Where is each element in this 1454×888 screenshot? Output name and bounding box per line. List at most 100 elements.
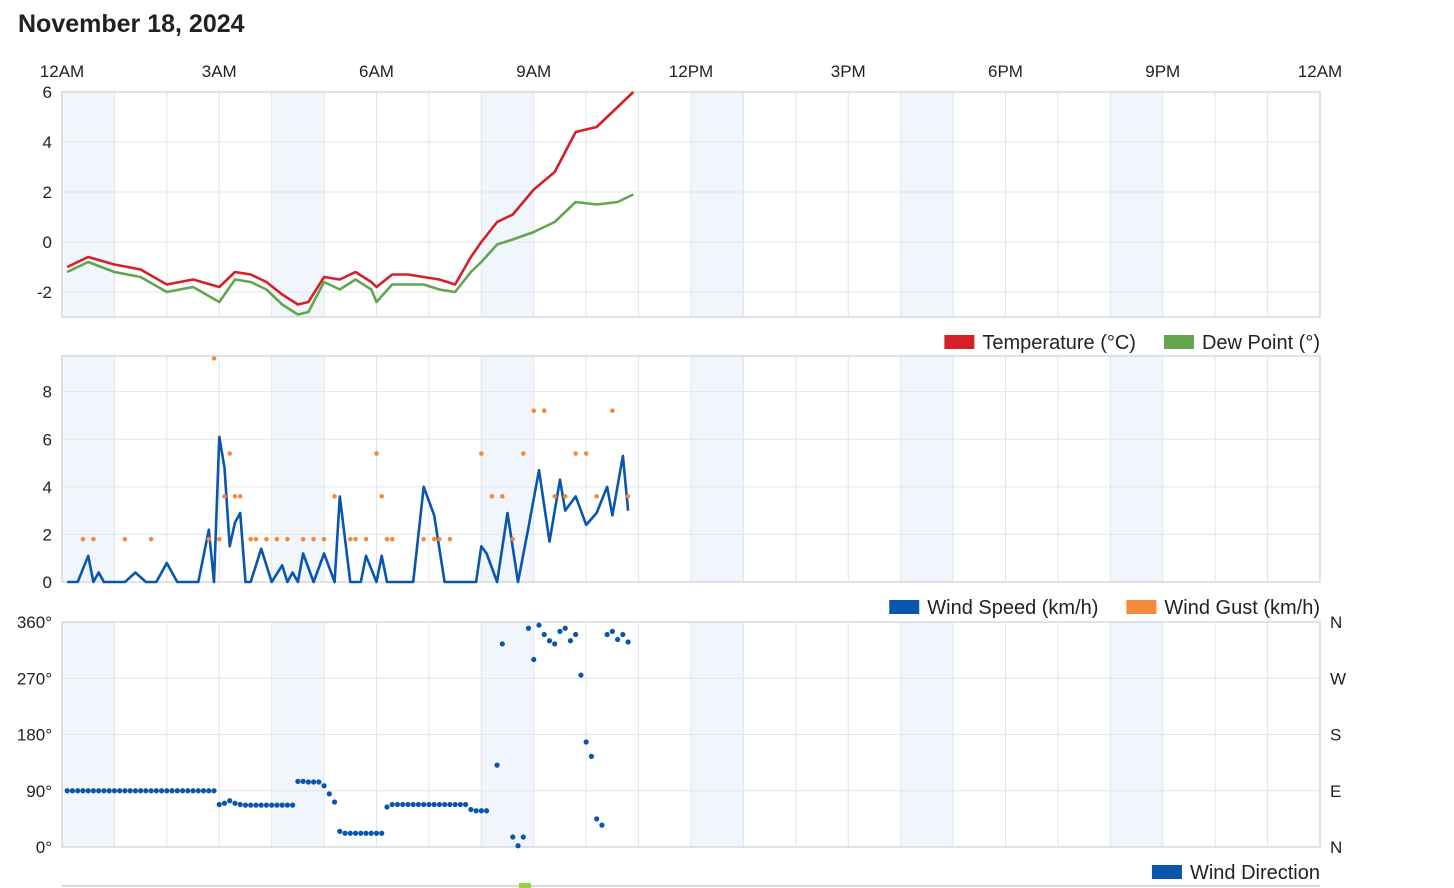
- time-band: [1110, 92, 1163, 317]
- wind-direction-point: [75, 788, 81, 794]
- wind-gust-km-h-point: [321, 536, 327, 542]
- wind-direction-point: [300, 778, 306, 784]
- wind-direction-point: [305, 779, 311, 785]
- y-tick-label: 6: [43, 83, 52, 102]
- wind-direction-point: [531, 656, 537, 663]
- plot-border: [61, 621, 1321, 848]
- wind-direction-point: [227, 798, 233, 804]
- wind-direction-point: [536, 622, 542, 628]
- wind-direction-point: [90, 788, 97, 794]
- wind-direction-point: [311, 779, 317, 785]
- wind-gust-km-h-point: [389, 536, 395, 542]
- wind-direction-point: [117, 788, 123, 794]
- wind-direction-point: [106, 788, 112, 794]
- legend-swatch: [1163, 335, 1194, 349]
- wind-direction-point: [515, 843, 521, 849]
- wind-direction-point: [237, 801, 243, 808]
- wind-direction-point: [101, 788, 107, 794]
- wind-direction-point: [478, 808, 484, 814]
- wind-gust-km-h-point: [431, 536, 437, 542]
- wind-direction-point: [132, 788, 138, 794]
- wind-direction-point: [185, 788, 191, 794]
- wind-gust-km-h-point: [253, 536, 259, 542]
- chart-panel-3: 0° 90° 180° 270° 360° N E S W N Wind Direction: [17, 613, 1346, 884]
- wind-direction-point: [594, 816, 600, 822]
- wind-direction-point: [269, 802, 275, 808]
- legend-label: Dew Point (°): [1202, 332, 1320, 354]
- wind-gust-km-h-point: [122, 536, 128, 542]
- wind-direction-point: [583, 739, 589, 745]
- wind-direction-point: [242, 802, 249, 808]
- wind-direction-point: [457, 801, 463, 808]
- wind-direction-point: [321, 783, 327, 789]
- wind-direction-point: [541, 631, 547, 638]
- wind-direction-point: [520, 834, 526, 840]
- legend-swatch: [1151, 865, 1182, 879]
- wind-direction-point: [410, 801, 416, 808]
- wind-direction-point: [174, 788, 180, 794]
- wind-direction-point: [552, 641, 558, 647]
- y-tick-label: 0: [43, 233, 52, 252]
- wind-direction-point: [143, 788, 149, 794]
- chart-panel-1: -2 0 2 4 6 12AM 3AM 6AM 9AM 12PM 3PM 6PM 9PM 12AM Dew …: [37, 62, 1342, 354]
- wind-direction-point: [394, 801, 401, 808]
- wind-gust-km-h-point: [311, 536, 316, 542]
- y-tick-label: 90°: [26, 782, 52, 801]
- wind-gust-km-h-point: [583, 451, 589, 456]
- wind-gust-km-h-point: [374, 451, 379, 456]
- legend-swatch: [944, 335, 975, 349]
- time-band: [62, 356, 115, 582]
- wind-direction-point: [562, 625, 568, 631]
- wind-direction-point: [557, 628, 563, 634]
- wind-direction-point: [436, 801, 442, 808]
- legend-label: Wind Direction: [1190, 862, 1320, 884]
- wind-direction-point: [358, 830, 364, 836]
- wind-direction-point: [153, 788, 159, 794]
- wind-gust-km-h-point: [353, 536, 358, 542]
- wind-direction-point: [368, 830, 374, 836]
- wind-gust-km-h-point: [531, 408, 537, 414]
- x-tick-label: 6PM: [988, 62, 1023, 81]
- wind-direction-point: [232, 800, 238, 806]
- wind-direction-point: [337, 828, 343, 834]
- time-band: [481, 356, 534, 582]
- wind-direction-point: [463, 801, 469, 808]
- wind-direction-point: [604, 631, 610, 638]
- legend-label: Wind Gust (km/h): [1164, 597, 1320, 619]
- time-band: [271, 356, 325, 582]
- wind-direction-point: [221, 800, 228, 806]
- wind-gust-km-h-point: [206, 536, 212, 542]
- y2-tick-label: N: [1330, 613, 1342, 632]
- next-panel-marker: [519, 883, 531, 888]
- wind-direction-point: [253, 802, 259, 808]
- wind-direction-point: [295, 778, 301, 784]
- wind-gust-km-h-point: [211, 356, 217, 361]
- wind-direction-point: [326, 791, 332, 797]
- y2-tick-label: W: [1330, 669, 1346, 688]
- wind-direction-point: [69, 788, 76, 794]
- wind-direction-point: [85, 788, 91, 794]
- wind-direction-point: [164, 788, 170, 794]
- wind-gust-km-h-point: [625, 494, 631, 499]
- wind-gust-km-h-point: [347, 536, 353, 542]
- wind-direction-point: [258, 802, 264, 808]
- wind-direction-point: [468, 806, 474, 813]
- wind-direction-point: [620, 631, 626, 638]
- y-tick-label: 0°: [36, 838, 52, 857]
- wind-gust-km-h-point: [264, 536, 269, 542]
- wind-direction-point: [216, 801, 222, 808]
- wind-direction-point: [615, 636, 621, 643]
- x-tick-label: 6AM: [359, 62, 394, 81]
- wind-gust-km-h-point: [447, 536, 453, 542]
- wind-direction-point: [483, 808, 490, 814]
- plot-border: [61, 355, 1321, 583]
- wind-direction-point: [400, 801, 406, 808]
- wind-direction-point: [274, 802, 280, 808]
- wind-direction-point: [452, 801, 458, 808]
- wind-direction-point: [148, 788, 154, 794]
- wind-gust-km-h-point: [500, 494, 505, 499]
- wind-direction-point: [342, 830, 348, 836]
- wind-direction-point: [426, 801, 432, 808]
- wind-direction-point: [415, 801, 422, 808]
